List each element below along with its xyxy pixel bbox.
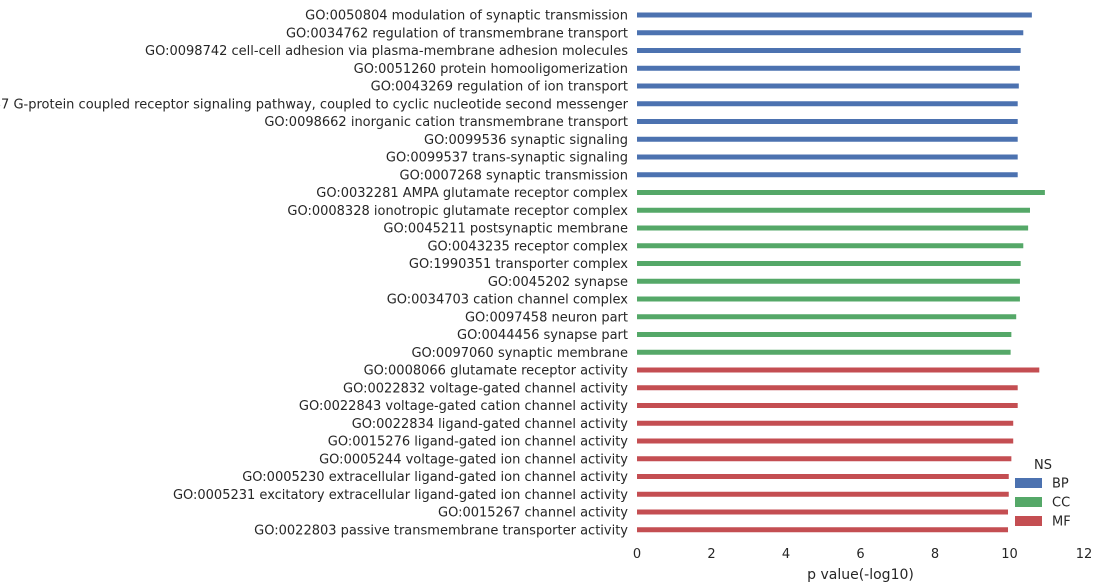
bar-go-0099537 xyxy=(637,154,1018,160)
legend-label-mf: MF xyxy=(1052,515,1071,530)
bar-go-0034762 xyxy=(637,30,1024,36)
bar-go-1990351 xyxy=(637,261,1021,266)
bar-go-0045202 xyxy=(637,278,1020,284)
category-label: GO:0008066 glutamate receptor activity xyxy=(364,364,629,379)
legend-label-cc: CC xyxy=(1052,496,1070,511)
category-label: GO:0008328 ionotropic glutamate receptor… xyxy=(287,204,628,219)
bar-go-0008066 xyxy=(637,367,1040,373)
category-label: GO:0034762 regulation of transmembrane t… xyxy=(286,26,628,41)
bar-go-0015276 xyxy=(637,438,1014,444)
category-label: GO:0005230 extracellular ligand-gated io… xyxy=(242,470,628,485)
x-tick-label: 2 xyxy=(707,547,715,562)
bar-go-0051260 xyxy=(637,65,1020,71)
x-tick-label: 12 xyxy=(1076,547,1093,562)
category-label: GO:0007187 G-protein coupled receptor si… xyxy=(0,97,629,112)
bar-go-0097060 xyxy=(637,349,1011,355)
bar-go-0015267 xyxy=(637,509,1009,515)
category-label: GO:0045202 synapse xyxy=(488,275,628,290)
x-tick-label: 8 xyxy=(931,547,939,562)
bar-go-0043269 xyxy=(637,83,1019,89)
legend-swatch-mf xyxy=(1015,516,1042,526)
bar-go-0008328 xyxy=(637,207,1030,213)
category-label: GO:0051260 protein homooligomerization xyxy=(354,62,628,77)
bar-go-0050804 xyxy=(637,12,1032,18)
bar-go-0005230 xyxy=(637,474,1009,479)
category-label: GO:0015267 channel activity xyxy=(438,506,628,521)
bar-go-0098742 xyxy=(637,48,1021,53)
category-label: GO:0043269 regulation of ion transport xyxy=(371,80,628,95)
bar-go-0099536 xyxy=(637,136,1018,142)
bar-go-0097458 xyxy=(637,314,1017,320)
x-tick-label: 0 xyxy=(633,547,641,562)
bar-go-0022843 xyxy=(637,403,1018,408)
category-label: GO:0099536 synaptic signaling xyxy=(424,133,628,148)
bar-go-0005244 xyxy=(637,456,1012,462)
category-label: GO:0097060 synaptic membrane xyxy=(411,346,628,361)
x-tick-label: 10 xyxy=(1001,547,1018,562)
legend: NS BP CC MF xyxy=(1015,458,1071,530)
category-label: GO:0043235 receptor complex xyxy=(427,239,628,254)
bar-go-0043235 xyxy=(637,243,1024,249)
bar-go-0032281 xyxy=(637,190,1045,195)
category-label: GO:0032281 AMPA glutamate receptor compl… xyxy=(316,186,628,201)
category-label: GO:0098742 cell-cell adhesion via plasma… xyxy=(145,44,628,59)
bar-go-0007187 xyxy=(637,101,1018,107)
x-axis: 0 2 4 6 8 10 12 xyxy=(633,547,1092,562)
category-label: GO:0034703 cation channel complex xyxy=(387,293,629,308)
category-labels: GO:0050804 modulation of synaptic transm… xyxy=(0,9,629,539)
category-label: GO:0007268 synaptic transmission xyxy=(400,168,628,183)
category-label: GO:0044456 synapse part xyxy=(457,328,628,343)
category-label: GO:0015276 ligand-gated ion channel acti… xyxy=(328,435,629,450)
bar-go-0044456 xyxy=(637,332,1012,337)
legend-swatch-bp xyxy=(1015,478,1042,488)
category-label: GO:0005231 excitatory extracellular liga… xyxy=(173,488,628,503)
legend-title: NS xyxy=(1034,458,1052,473)
x-tick-label: 6 xyxy=(856,547,864,562)
bar-go-0005231 xyxy=(637,491,1009,497)
category-label: GO:0022803 passive transmembrane transpo… xyxy=(254,523,628,538)
bar-go-0022832 xyxy=(637,385,1018,391)
category-label: GO:0050804 modulation of synaptic transm… xyxy=(305,9,628,24)
category-label: GO:0022834 ligand-gated channel activity xyxy=(352,417,629,432)
legend-label-bp: BP xyxy=(1052,477,1069,492)
x-tick-label: 4 xyxy=(782,547,790,562)
category-label: GO:0022843 voltage-gated cation channel … xyxy=(299,399,628,414)
category-label: GO:1990351 transporter complex xyxy=(409,257,628,272)
category-label: GO:0098662 inorganic cation transmembran… xyxy=(264,115,628,130)
bar-go-0022834 xyxy=(637,420,1014,426)
category-label: GO:0097458 neuron part xyxy=(465,310,628,325)
x-axis-label: p value(-log10) xyxy=(807,567,914,583)
bar-go-0022803 xyxy=(637,527,1009,533)
category-label: GO:0045211 postsynaptic membrane xyxy=(383,222,628,237)
bar-go-0007268 xyxy=(637,172,1018,178)
bar-go-0034703 xyxy=(637,296,1020,302)
bars-layer xyxy=(637,12,1045,533)
category-label: GO:0022832 voltage-gated channel activit… xyxy=(343,381,628,396)
category-label: GO:0005244 voltage-gated ion channel act… xyxy=(319,452,628,467)
bar-go-0098662 xyxy=(637,119,1018,124)
category-label: GO:0099537 trans-synaptic signaling xyxy=(386,151,628,166)
bar-go-0045211 xyxy=(637,225,1029,231)
legend-swatch-cc xyxy=(1015,497,1042,507)
